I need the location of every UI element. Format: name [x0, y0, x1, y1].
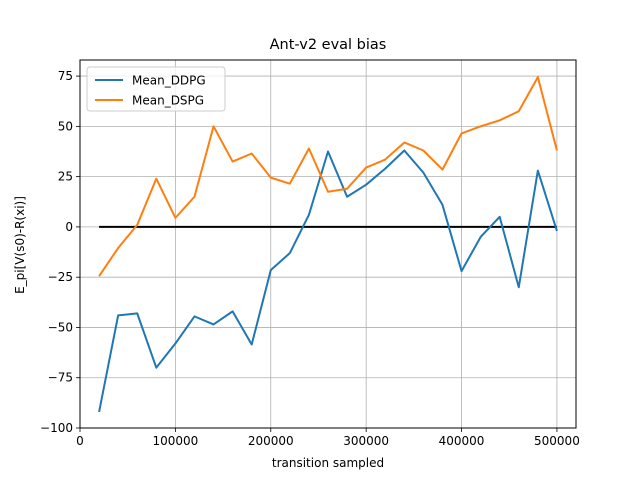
y-tick-label: 25 [58, 170, 73, 184]
y-tick-label: 75 [58, 69, 73, 83]
x-tick-label: 400000 [439, 434, 485, 448]
series-line-mean-dspg [98, 76, 558, 277]
y-tick-label: 0 [65, 220, 73, 234]
x-tick-label: 100000 [152, 434, 198, 448]
series-line-mean-ddpg [98, 149, 558, 413]
y-tick-label: −50 [48, 320, 73, 334]
y-tick-label: −100 [40, 421, 73, 435]
legend-label: Mean_DDPG [132, 74, 206, 88]
y-axis-ticks: −100 −75 −50 −25 0 25 50 75 [40, 69, 80, 435]
y-axis-label: E_pi[V(s0)-R(xi)] [13, 196, 27, 294]
x-tick-label: 500000 [534, 434, 580, 448]
series-lines [98, 76, 558, 413]
x-axis-label: transition sampled [272, 456, 384, 470]
plot-area-frame [79, 59, 577, 429]
x-tick-label: 0 [76, 434, 84, 448]
y-tick-label: 50 [58, 119, 73, 133]
y-tick-label: −25 [48, 270, 73, 284]
y-tick-label: −75 [48, 371, 73, 385]
x-tick-label: 200000 [248, 434, 294, 448]
legend-label: Mean_DSPG [132, 94, 204, 108]
x-axis-ticks: 0 100000 200000 300000 400000 500000 [76, 428, 580, 448]
chart-title: Ant-v2 eval bias [270, 37, 387, 53]
legend: Mean_DDPG Mean_DSPG [86, 66, 226, 112]
x-tick-label: 300000 [343, 434, 389, 448]
